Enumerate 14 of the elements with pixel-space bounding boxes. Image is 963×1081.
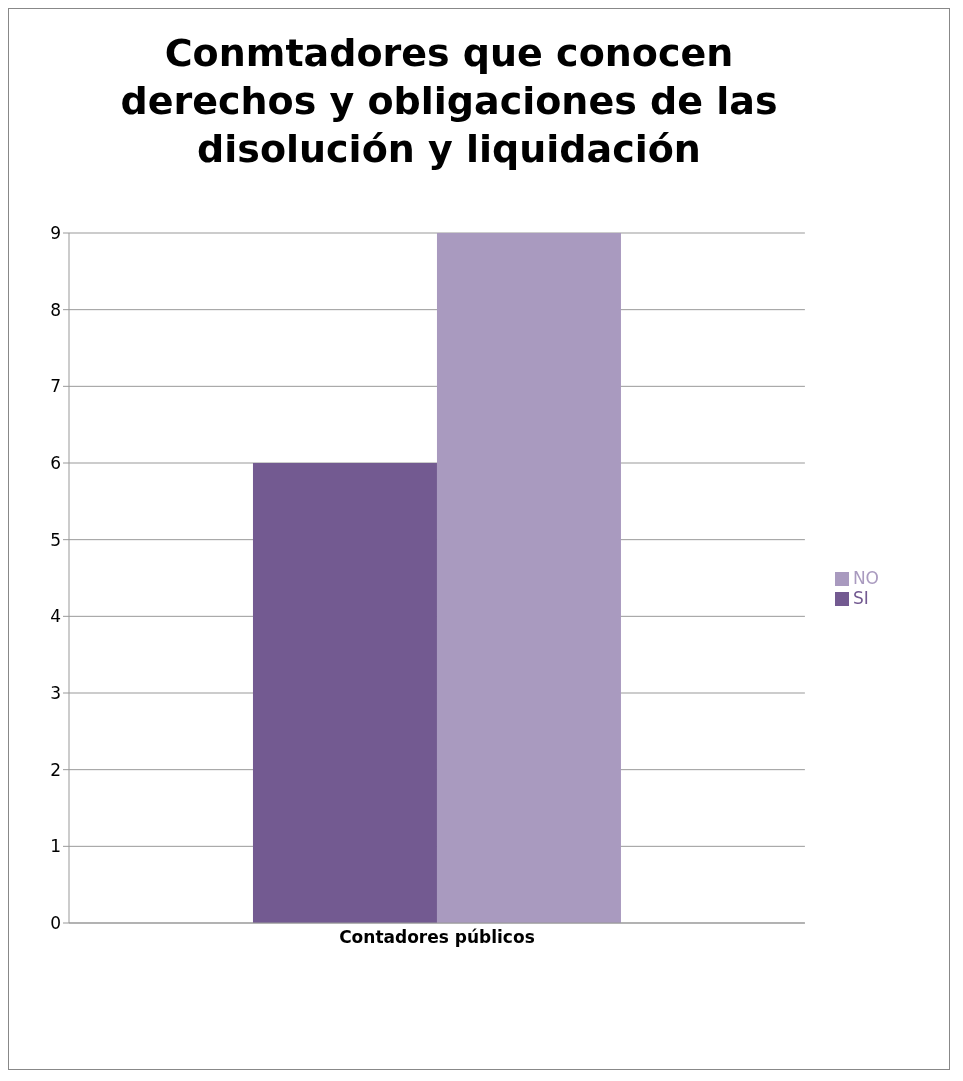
legend-label: SI [852, 588, 869, 608]
y-tick-label: 0 [50, 913, 61, 934]
y-tick-label: 6 [50, 453, 61, 474]
y-tick-label: 5 [50, 529, 61, 550]
y-tick-label: 9 [50, 223, 61, 244]
y-tick-label: 7 [50, 376, 61, 397]
y-tick-label: 8 [50, 299, 61, 320]
y-tick-label: 1 [50, 836, 61, 857]
x-tick-label: Contadores públicos [339, 927, 535, 948]
chart-title: Conmtadores que conocen derechos y obligaciones de las disolución y liquidación [119, 30, 779, 173]
y-tick-label: 4 [50, 606, 61, 627]
y-tick-label: 3 [50, 683, 61, 704]
y-tick-label: 2 [50, 759, 61, 780]
legend-label: NO [852, 568, 879, 588]
